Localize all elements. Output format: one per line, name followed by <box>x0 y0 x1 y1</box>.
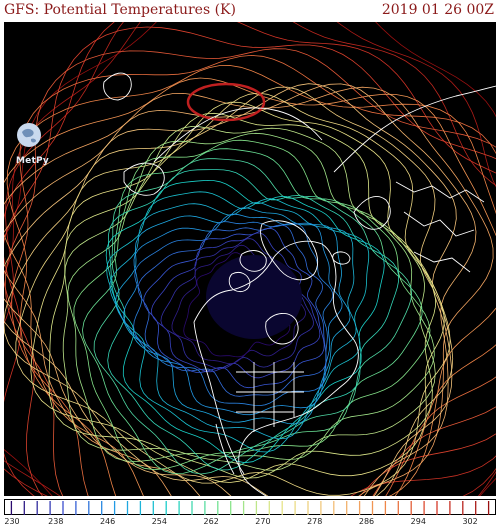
colorbar-tick-label: 262 <box>203 517 219 526</box>
isentrope-contour <box>4 77 496 496</box>
arctic-islands <box>239 250 267 272</box>
isentrope-contour <box>4 86 494 496</box>
globe-icon <box>17 123 41 147</box>
metpy-logo: MetPy <box>16 122 49 178</box>
contour-map <box>4 22 496 496</box>
colorbar-tick-label: 278 <box>307 517 323 526</box>
europe-borders <box>395 181 485 273</box>
isentrope-contour <box>106 191 370 453</box>
isentrope-contour <box>6 65 496 496</box>
colorbar-ticks: 230 238 246 254 262 270 278 286 294 302 <box>4 517 496 531</box>
colorbar-tick-label: 246 <box>99 517 116 526</box>
isentrope-contour <box>4 22 496 496</box>
isentrope-contour <box>143 227 325 389</box>
colorbar-swatches <box>10 501 490 515</box>
isentrope-contour <box>11 54 496 496</box>
isentrope-contour <box>82 148 423 474</box>
warm-anomaly <box>186 82 266 122</box>
valid-time: 2019 01 26 00Z <box>381 2 494 18</box>
isentrope-contour <box>30 101 445 483</box>
isentrope-contour <box>160 238 314 370</box>
colorbar-tick-label: 294 <box>410 517 426 526</box>
title-bar: GFS: Potential Temperatures (K) 2019 01 … <box>0 0 500 22</box>
isentrope-contour <box>137 224 327 397</box>
baja-peninsula <box>215 423 235 475</box>
eurasia-coast <box>333 85 496 173</box>
north-america-coastline <box>193 240 359 496</box>
alaska <box>123 162 165 196</box>
us-state-lines <box>236 362 304 432</box>
scandinavia <box>353 196 391 230</box>
isentrope-contour <box>48 112 436 479</box>
isentrope-contour <box>15 92 451 496</box>
isentrope-contour <box>150 232 321 379</box>
colorbar <box>4 499 496 515</box>
kamchatka <box>103 72 132 101</box>
colorbar-tick-label: 230 <box>4 517 20 526</box>
map-panel: MetPy <box>4 22 496 496</box>
metpy-logo-text: MetPy <box>16 156 49 166</box>
canadian-archipelago <box>228 271 251 293</box>
isentrope-contour <box>67 132 435 462</box>
isentrope-contour <box>62 126 436 471</box>
coastlines <box>103 72 496 496</box>
colorbar-tick-label: 270 <box>255 517 271 526</box>
siberia-coast <box>153 107 323 163</box>
isentrope-contour <box>109 202 357 440</box>
colorbar-tick-label: 302 <box>462 517 478 526</box>
isentrope-contour <box>4 86 454 496</box>
isentrope-contour <box>4 83 477 496</box>
potential-temperature-contours <box>4 22 496 496</box>
map-title: GFS: Potential Temperatures (K) <box>4 2 236 18</box>
colorbar-tick-label: 254 <box>151 517 167 526</box>
isentrope-contour <box>4 83 457 496</box>
hudson-bay <box>265 313 299 345</box>
colorbar-tick-label: 238 <box>48 517 64 526</box>
colorbar-tick-label: 286 <box>358 517 375 526</box>
greenland <box>260 220 318 281</box>
isentrope-contour <box>133 221 334 407</box>
isentrope-contour <box>93 158 413 475</box>
isentrope-contour <box>4 22 496 496</box>
cold-core <box>206 255 302 339</box>
isentrope-contour <box>4 48 496 496</box>
west-coast <box>193 321 245 475</box>
iceland <box>332 251 351 265</box>
